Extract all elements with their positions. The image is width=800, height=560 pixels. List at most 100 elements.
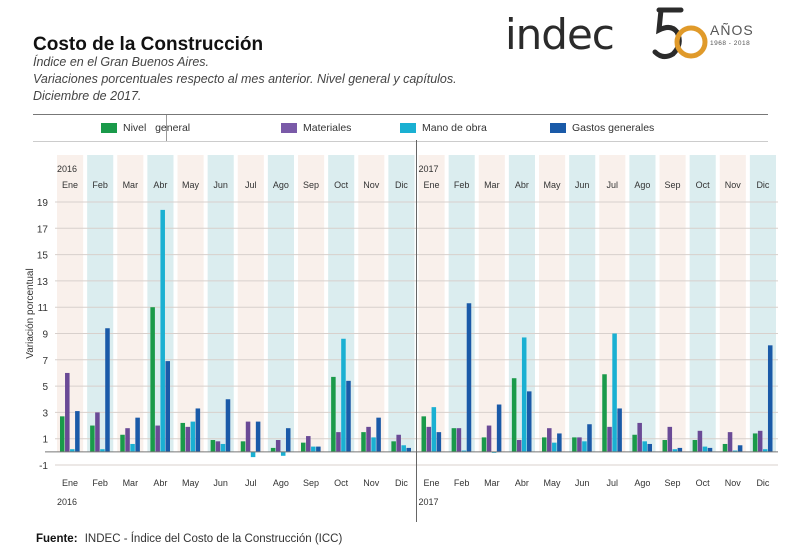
month-label-bottom: Ene — [62, 478, 78, 488]
bar-mano-de-obra — [220, 443, 226, 452]
bar-gastos-generales — [376, 417, 381, 452]
month-label-bottom: Ago — [634, 478, 650, 488]
y-tick-label: 15 — [37, 251, 49, 262]
subtitle-region: Índice en el Gran Buenos Aires. — [33, 55, 210, 69]
bar-mano-de-obra — [250, 451, 256, 458]
month-band — [629, 155, 656, 452]
bar-gastos-generales — [466, 303, 472, 452]
source-text: INDEC - Índice del Costo de la Construcc… — [84, 533, 343, 545]
month-label-top: May — [544, 180, 562, 190]
logo-50-icon — [652, 7, 708, 60]
month-label-top: Dic — [756, 180, 769, 190]
month-label-top: Ago — [273, 180, 289, 190]
month-label-top: Mar — [484, 180, 500, 190]
month-label-top: Abr — [153, 180, 167, 190]
month-label-bottom: Oct — [696, 478, 711, 488]
bar-mano-de-obra — [401, 445, 406, 452]
y-tick-label: 9 — [42, 330, 48, 341]
bar-materiales — [366, 426, 371, 452]
bar-mano-de-obra — [160, 209, 165, 452]
bar-nivel-general — [120, 434, 125, 452]
bar-nivel-general — [572, 437, 577, 452]
chart-legend: Nivel general Materiales Mano de obra Ga… — [33, 114, 768, 142]
legend-swatch — [400, 123, 416, 133]
month-label-top: Jul — [245, 180, 257, 190]
bar-materiales — [125, 428, 130, 452]
y-tick-label: 1 — [42, 435, 48, 446]
month-label-top: Jun — [213, 180, 228, 190]
month-band — [659, 155, 686, 452]
bar-gastos-generales — [707, 447, 713, 452]
bar-nivel-general — [180, 422, 186, 452]
legend-divider — [166, 115, 167, 141]
bar-gastos-generales — [316, 446, 321, 452]
year-label-top: 2016 — [57, 164, 77, 174]
bar-gastos-generales — [346, 380, 351, 452]
y-tick-label: 11 — [38, 303, 49, 314]
bar-mano-de-obra — [190, 421, 196, 452]
month-label-bottom: Feb — [454, 478, 470, 488]
y-tick-label: 13 — [37, 277, 49, 288]
bar-mano-de-obra — [341, 338, 346, 452]
bar-materiales — [215, 441, 221, 452]
month-label-bottom: Sep — [303, 478, 319, 488]
bar-nivel-general — [662, 440, 668, 452]
bar-gastos-generales — [406, 447, 411, 452]
month-label-bottom: Feb — [92, 478, 108, 488]
bar-mano-de-obra — [70, 449, 75, 452]
year-label-bottom: 2017 — [419, 497, 439, 507]
legend-item-mano-de-obra: Mano de obra — [400, 122, 487, 134]
bar-materiales — [336, 432, 341, 452]
month-band — [418, 155, 445, 452]
month-band — [298, 155, 325, 452]
month-label-bottom: Ago — [273, 478, 289, 488]
bar-gastos-generales — [285, 428, 291, 452]
subtitle-date: Diciembre de 2017. — [33, 89, 142, 103]
bar-materiales — [547, 428, 552, 452]
month-label-top: Ene — [62, 180, 78, 190]
month-label-bottom: Dic — [395, 478, 408, 488]
bar-materiales — [396, 434, 401, 452]
legend-swatch — [281, 123, 297, 133]
month-label-top: Feb — [454, 180, 470, 190]
month-band — [237, 155, 264, 452]
month-label-bottom: Abr — [515, 478, 529, 488]
y-tick-label: 3 — [42, 408, 48, 419]
bar-gastos-generales — [587, 424, 592, 452]
bar-gastos-generales — [526, 391, 532, 452]
bar-materiales — [306, 436, 311, 452]
month-label-top: Ago — [634, 180, 650, 190]
bar-nivel-general — [90, 425, 95, 452]
bar-nivel-general — [481, 437, 487, 452]
bar-nivel-general — [752, 433, 758, 452]
logo-brand: indec — [505, 10, 615, 59]
month-label-bottom: Ene — [424, 478, 440, 488]
bar-mano-de-obra — [702, 446, 708, 452]
month-label-top: Jul — [607, 180, 619, 190]
month-band — [719, 155, 746, 452]
month-label-bottom: Oct — [334, 478, 349, 488]
bar-materiales — [456, 428, 462, 452]
month-label-bottom: Jun — [213, 478, 228, 488]
indec-logo: indec AÑOS 1968 - 2018 — [505, 6, 795, 66]
month-label-bottom: Dic — [756, 478, 769, 488]
month-label-bottom: Abr — [153, 478, 167, 488]
month-label-top: Jun — [575, 180, 590, 190]
y-tick-label: 17 — [37, 224, 49, 235]
y-tick-label: 19 — [37, 198, 49, 209]
bar-gastos-generales — [557, 433, 562, 452]
bar-mano-de-obra — [431, 407, 437, 452]
bar-gastos-generales — [647, 443, 652, 452]
month-label-bottom: Mar — [484, 478, 500, 488]
month-label-bottom: Jul — [245, 478, 257, 488]
logo-years: 1968 - 2018 — [710, 40, 751, 47]
bar-nivel-general — [240, 441, 246, 452]
legend-label: Materiales — [303, 122, 352, 134]
month-band — [689, 155, 716, 452]
y-tick-label: 7 — [42, 356, 48, 367]
month-band — [267, 155, 294, 452]
y-axis-label: Variación porcentual — [25, 268, 36, 358]
bar-materiales — [577, 437, 582, 452]
bar-nivel-general — [150, 307, 155, 452]
bar-nivel-general — [60, 416, 65, 452]
